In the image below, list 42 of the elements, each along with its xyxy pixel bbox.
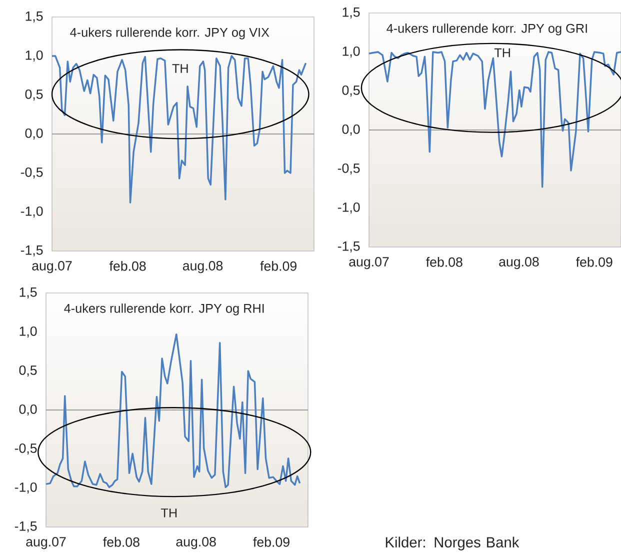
- y-tick-label: -0,5: [338, 163, 360, 175]
- y-tick-label: -0,5: [14, 443, 37, 455]
- y-tick-label: -1,0: [20, 206, 43, 218]
- text: 4-ukers rullerende korr. JPY og RHI: [64, 304, 264, 316]
- y-tick-label: 1,5: [26, 12, 43, 22]
- y-tick-label: 1,0: [342, 46, 360, 58]
- x-tick-label: aug.07: [26, 537, 66, 550]
- y-tick-label: 0,5: [25, 89, 43, 101]
- line-series: [46, 333, 301, 488]
- y-tick-label: 1,5: [20, 288, 37, 298]
- y-tick-label: 1,5: [342, 8, 360, 18]
- y-tick-label: 0,0: [342, 124, 360, 136]
- line-series: [52, 55, 307, 204]
- y-tick-label: 1,0: [26, 50, 43, 62]
- y-tick-label: -1,5: [14, 522, 37, 532]
- y-tick-label: 0,5: [342, 85, 360, 97]
- x-tick-label: feb.09: [576, 257, 612, 267]
- x-tick-label: aug.07: [32, 261, 72, 274]
- annotation: TH: [494, 48, 510, 58]
- y-tick-label: -1,0: [338, 202, 360, 214]
- x-tick-label: feb.08: [426, 257, 462, 267]
- y-tick-label: -0,5: [20, 167, 43, 179]
- y-tick-label: -1,5: [338, 242, 360, 252]
- y-tick-label: 0,0: [25, 128, 43, 140]
- annotation: TH: [172, 64, 188, 73]
- x-tick-label: aug.07: [349, 257, 389, 270]
- x-tick-label: feb.09: [253, 537, 290, 547]
- x-tick-label: feb.08: [109, 261, 146, 271]
- x-tick-label: feb.09: [260, 261, 296, 271]
- y-tick-label: -1,5: [20, 246, 43, 256]
- y-tick-label: 1,0: [20, 326, 37, 338]
- text: 4-ukers rullerende korr. JPY og VIX: [70, 28, 270, 40]
- annotation: TH: [160, 508, 177, 518]
- text: 4-ukers rullerende korr. JPY og GRI: [386, 24, 587, 36]
- x-tick-label: aug.08: [176, 537, 216, 550]
- y-tick-label: 0,5: [19, 365, 37, 377]
- y-tick-label: 0,0: [19, 404, 37, 416]
- y-tick-label: -1,0: [14, 482, 37, 494]
- x-tick-label: aug.08: [499, 257, 539, 270]
- text: Kilder: Norges Bank: [386, 536, 520, 550]
- x-tick-label: aug.08: [182, 261, 223, 274]
- x-tick-label: feb.08: [103, 537, 140, 547]
